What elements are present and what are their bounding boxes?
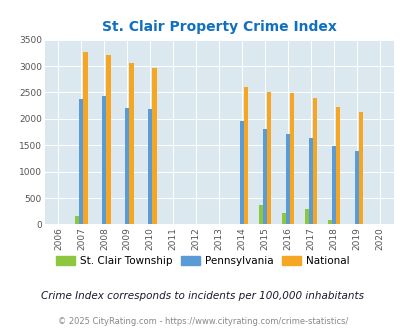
Bar [281,213,286,224]
Bar [83,52,87,224]
Bar [244,87,248,224]
Bar [258,205,262,224]
Bar [125,108,129,224]
Bar [286,134,290,224]
Bar [75,216,79,224]
Bar [335,107,339,224]
Bar [358,113,362,224]
Bar [129,63,133,224]
Bar [262,129,266,224]
Bar [312,98,317,224]
Text: © 2025 CityRating.com - https://www.cityrating.com/crime-statistics/: © 2025 CityRating.com - https://www.city… [58,317,347,326]
Bar [102,96,106,224]
Bar [290,93,294,224]
Bar [331,146,335,224]
Text: Crime Index corresponds to incidents per 100,000 inhabitants: Crime Index corresponds to incidents per… [41,291,364,301]
Bar [106,55,110,224]
Bar [266,92,271,224]
Bar [239,121,244,224]
Bar [304,209,308,224]
Bar [79,99,83,224]
Bar [148,109,152,224]
Bar [327,220,331,224]
Bar [152,68,156,224]
Legend: St. Clair Township, Pennsylvania, National: St. Clair Township, Pennsylvania, Nation… [52,252,353,270]
Title: St. Clair Property Crime Index: St. Clair Property Crime Index [102,20,336,34]
Bar [308,138,312,224]
Bar [354,151,358,224]
